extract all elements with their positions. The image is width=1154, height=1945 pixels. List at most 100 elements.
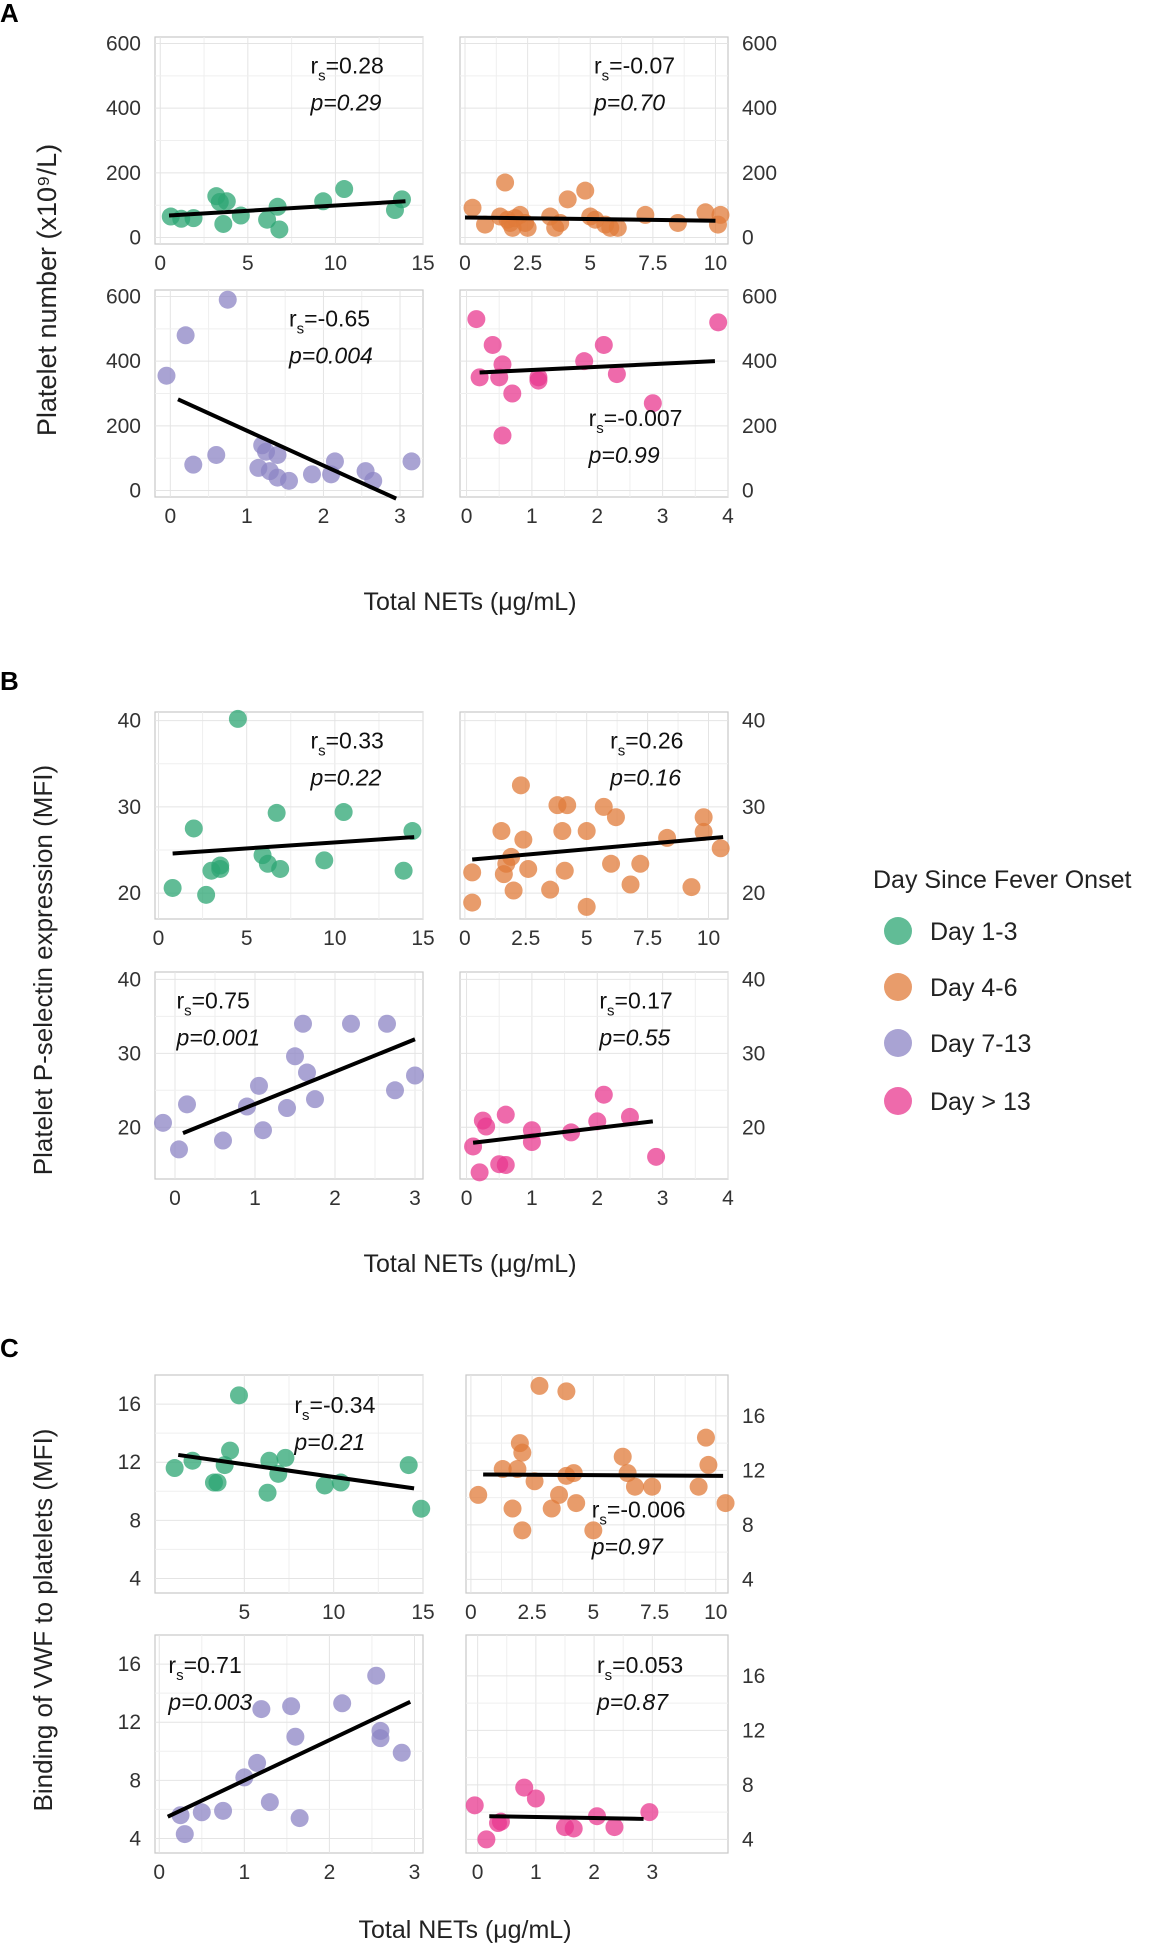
data-point	[618, 1464, 637, 1483]
stat-p-label: p=0.87	[596, 1689, 669, 1715]
data-point	[412, 1499, 431, 1518]
data-point	[696, 1428, 715, 1447]
stat-p-label: p=0.99	[588, 442, 660, 468]
data-point	[367, 1666, 386, 1685]
y-axis-title-b: Platelet P-selectin expression (MFI)	[28, 765, 58, 1175]
legend-label-day-4-6: Day 4-6	[930, 974, 1018, 1002]
data-point	[267, 803, 286, 822]
x-tick-label: 5	[584, 252, 596, 275]
data-point	[711, 205, 730, 224]
subplot-c-day-4-6: 0 2.5 5 7.5 10 4 8 12 16 rs=-0.006 p=0.97	[465, 1374, 765, 1624]
x-tick-label: 4	[722, 1187, 734, 1210]
data-point	[175, 1825, 194, 1844]
x-axis-title-c: Total NETs (μg/mL)	[358, 1916, 571, 1944]
y-tick-label: 4	[742, 1828, 754, 1851]
x-tick-label: 10	[323, 927, 346, 950]
data-point	[197, 885, 216, 904]
x-tick-label: 0	[461, 1187, 473, 1210]
y-tick-label: 200	[106, 415, 141, 438]
x-tick-label: 0	[169, 1187, 181, 1210]
x-tick-label: 10	[324, 252, 347, 275]
subplot-c-day-1-3: 5 10 15 4 8 12 16 rs=-0.34 p=0.21	[118, 1374, 435, 1624]
x-tick-label: 3	[657, 505, 669, 528]
x-tick-label: 0	[154, 252, 166, 275]
data-point	[514, 830, 533, 849]
regression-line	[177, 397, 398, 501]
x-axis-title-b: Total NETs (μg/mL)	[363, 1250, 576, 1278]
y-tick-label: 4	[129, 1567, 141, 1590]
plot-frame	[154, 971, 424, 1180]
stat-rs-label: rs=0.71	[168, 1652, 241, 1684]
legend-label-day-gt-13: Day > 13	[930, 1088, 1031, 1116]
regression-line	[464, 215, 716, 223]
data-point	[392, 1743, 411, 1762]
data-point	[513, 1521, 532, 1540]
data-point	[607, 365, 626, 384]
data-point	[214, 1131, 232, 1150]
data-point	[228, 709, 247, 728]
y-tick-label: 400	[742, 97, 777, 120]
x-tick-label: 2	[324, 1861, 336, 1884]
x-tick-label: 15	[411, 1601, 434, 1624]
x-tick-label: 2.5	[513, 252, 542, 275]
data-point	[254, 1121, 272, 1140]
subplot-b-day-1-3: 0 5 10 15 20 30 40 rs=0.33 p=0.22	[118, 710, 435, 950]
data-point	[621, 875, 640, 894]
data-point	[250, 1076, 268, 1095]
y-axis-title-c: Binding of VWF to platelets (MFI)	[28, 1429, 58, 1812]
data-point	[214, 1801, 233, 1820]
data-point	[513, 1443, 532, 1462]
y-tick-label: 8	[129, 1509, 141, 1532]
legend-marker-day-7-13	[884, 1029, 912, 1057]
y-tick-label: 400	[106, 350, 141, 373]
stat-rs-label: rs=-0.007	[589, 405, 683, 437]
data-point	[278, 1099, 296, 1118]
stat-rs-label: rs=0.28	[310, 53, 383, 85]
x-tick-label: 2.5	[511, 927, 540, 950]
data-point	[608, 218, 627, 237]
legend: Day Since Fever Onset Day 1-3 Day 4-6 Da…	[873, 866, 1131, 1116]
data-point	[286, 1047, 304, 1066]
data-point	[165, 1459, 184, 1478]
x-tick-label: 1	[530, 1861, 542, 1884]
x-tick-label: 1	[249, 1187, 261, 1210]
y-tick-label: 20	[118, 1116, 141, 1139]
data-point	[694, 822, 713, 841]
data-point	[496, 1155, 515, 1174]
regression-line	[182, 1037, 416, 1136]
data-point	[335, 180, 354, 199]
y-tick-label: 40	[742, 710, 765, 733]
data-point	[594, 797, 613, 816]
data-point	[184, 455, 203, 474]
data-point	[294, 1014, 312, 1033]
y-tick-label: 200	[106, 162, 141, 185]
x-tick-label: 1	[238, 1861, 250, 1884]
data-point	[620, 1107, 639, 1126]
stat-rs-label: rs=-0.07	[594, 53, 675, 85]
x-tick-label: 5	[587, 1601, 599, 1624]
x-tick-label: 7.5	[640, 1601, 669, 1624]
regression-line	[479, 359, 716, 375]
data-point	[564, 1819, 583, 1838]
data-point	[594, 1085, 613, 1104]
stat-p-label: p=0.004	[288, 343, 373, 369]
data-point	[157, 366, 176, 385]
x-tick-label: 1	[526, 505, 538, 528]
x-tick-label: 5	[238, 1601, 250, 1624]
data-point	[378, 1014, 396, 1033]
data-point	[394, 861, 413, 880]
data-point	[302, 465, 321, 484]
data-point	[214, 214, 233, 233]
data-point	[465, 1796, 484, 1815]
stat-p-label: p=0.70	[593, 90, 665, 116]
data-point	[689, 1477, 708, 1496]
data-point	[541, 880, 560, 899]
data-point	[647, 1147, 666, 1166]
data-point	[550, 1485, 569, 1504]
x-tick-label: 1	[526, 1187, 538, 1210]
regression-line	[472, 835, 724, 862]
data-point	[276, 1448, 295, 1467]
x-tick-label: 10	[704, 1601, 727, 1624]
panel-label-a: A	[0, 0, 19, 28]
x-tick-label: 0	[461, 505, 473, 528]
